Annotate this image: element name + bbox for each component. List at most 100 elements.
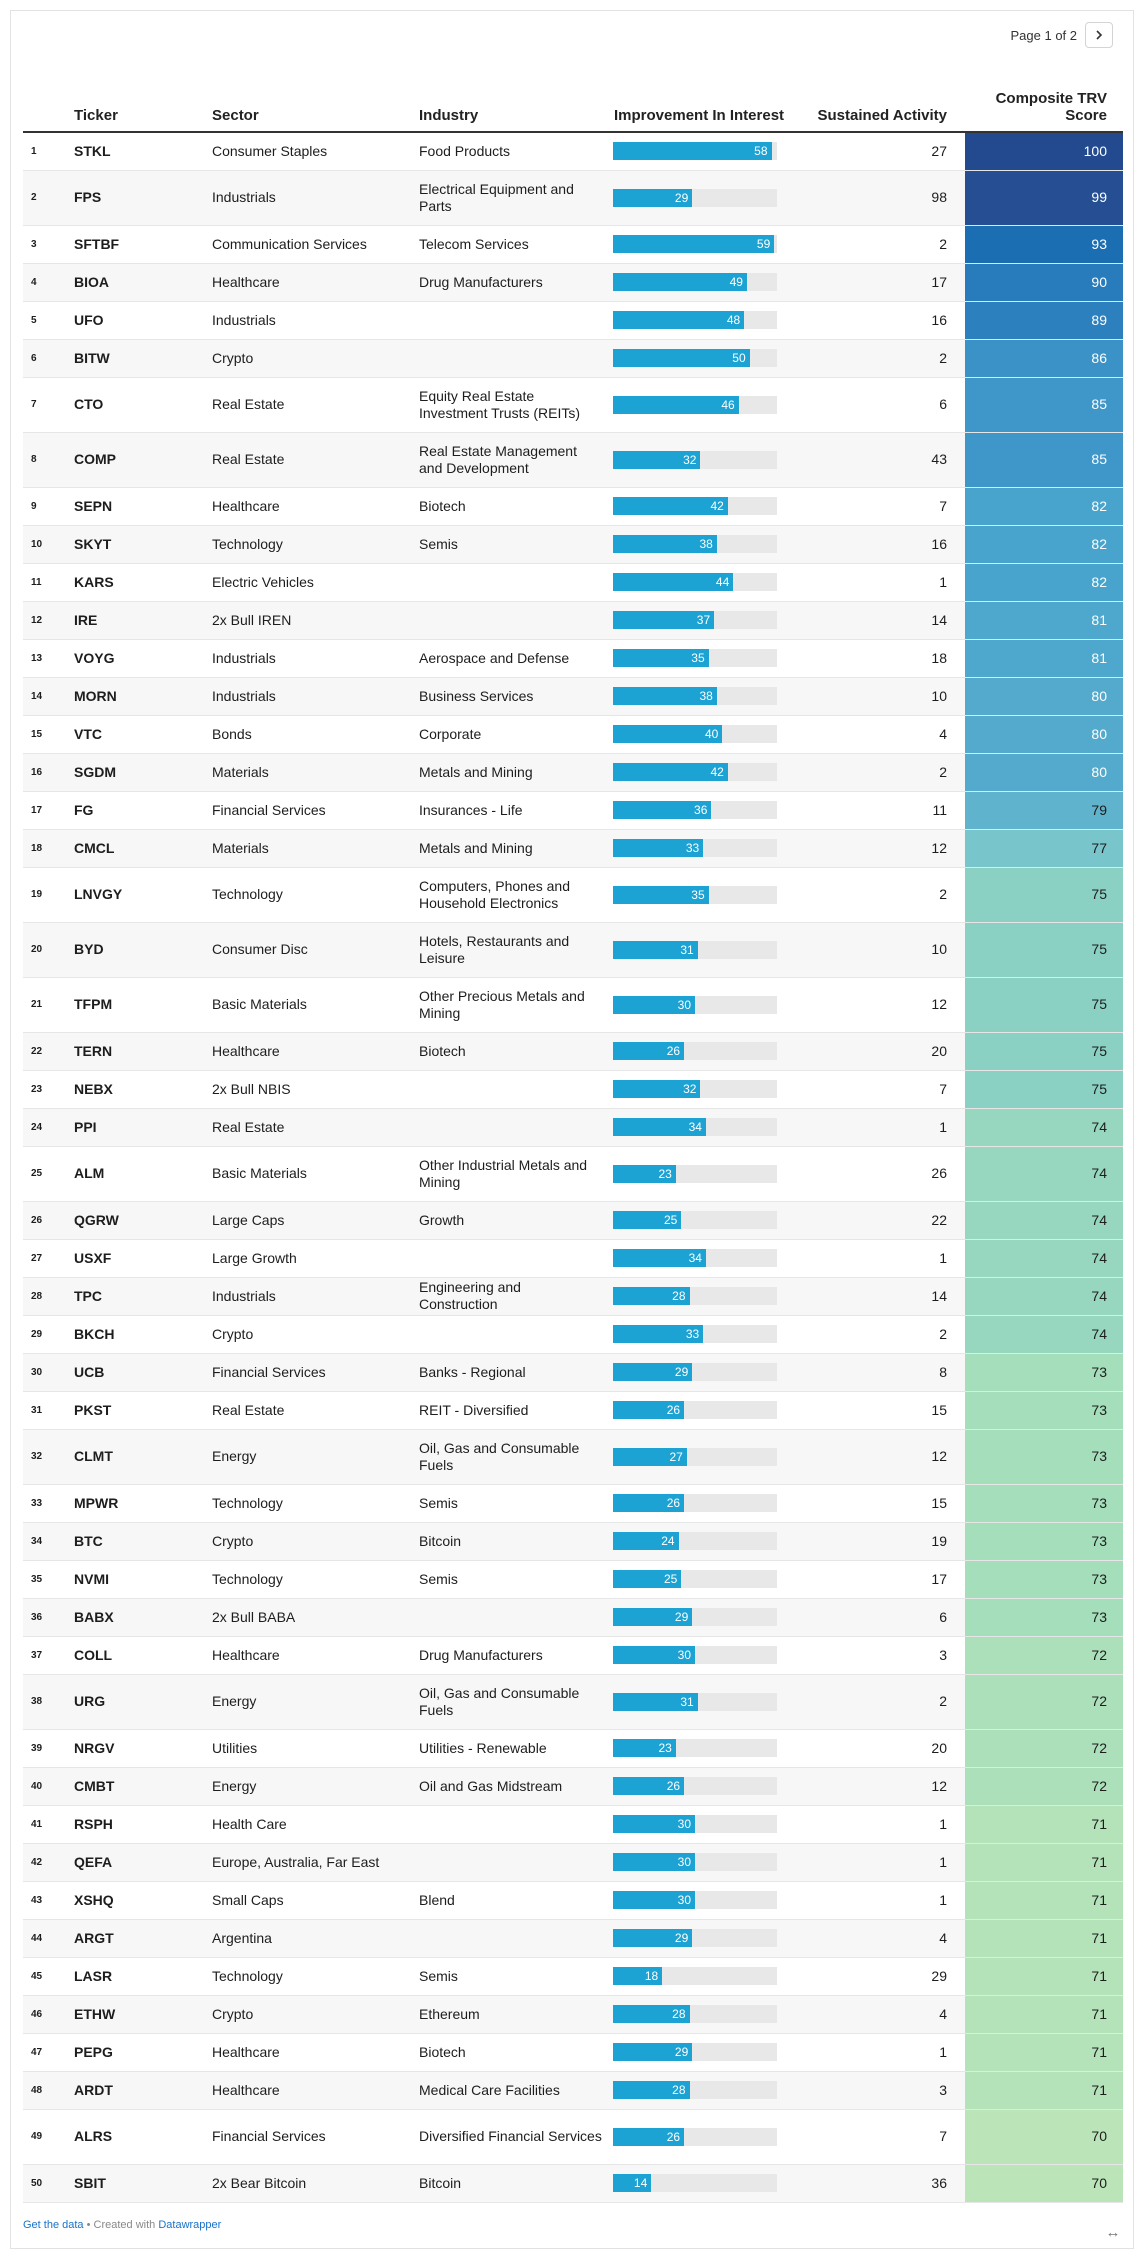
sustained-cell: 2 [939, 1325, 947, 1342]
industry-cell: Biotech [419, 497, 466, 514]
score-cell: 73 [965, 1484, 1123, 1522]
ticker-cell: PKST [74, 1401, 112, 1418]
improvement-value: 40 [704, 727, 719, 741]
improvement-value: 34 [688, 1251, 702, 1265]
improvement-value: 44 [715, 575, 730, 589]
sustained-cell: 17 [931, 273, 947, 290]
score-cell: 74 [965, 1277, 1123, 1315]
improvement-cell: 36 [608, 791, 796, 829]
col-header-score[interactable]: Composite TRV Score [965, 75, 1123, 133]
score-cell: 75 [965, 1070, 1123, 1108]
score-cell: 80 [965, 715, 1123, 753]
sector-cell: Consumer Staples [212, 142, 328, 159]
sustained-cell: 6 [939, 396, 947, 412]
score-cell: 86 [965, 339, 1123, 377]
improvement-bar: 42 [613, 763, 728, 781]
col-header-improvement[interactable]: Improvement In Interest [608, 75, 796, 133]
next-page-button[interactable] [1085, 22, 1113, 48]
sector-cell: Europe, Australia, Far East [212, 1853, 380, 1870]
sustained-cell: 12 [931, 1777, 947, 1794]
improvement-value: 28 [672, 2083, 686, 2097]
sector-cell: Electric Vehicles [212, 573, 314, 590]
sector-cell: Energy [212, 1448, 257, 1464]
col-header-ticker[interactable]: Ticker [68, 75, 206, 133]
rank-cell: 38 [31, 1696, 43, 1707]
ticker-cell: ALRS [74, 2128, 113, 2144]
improvement-bar: 28 [613, 2081, 690, 2099]
sustained-cell: 27 [931, 142, 947, 159]
improvement-value: 59 [756, 237, 771, 251]
industry-cell: Semis [419, 535, 458, 552]
score-cell: 74 [965, 1315, 1123, 1353]
col-header-rank[interactable] [23, 75, 68, 133]
expand-horizontal-icon[interactable]: ↔ [1105, 2223, 1121, 2241]
sustained-cell: 26 [931, 1165, 947, 1181]
sustained-cell: 12 [931, 839, 947, 856]
improvement-bar: 29 [613, 2043, 693, 2061]
score-cell: 80 [965, 753, 1123, 791]
industry-cell: Blend [419, 1891, 455, 1908]
score-cell: 71 [965, 1957, 1123, 1995]
sector-cell: 2x Bull BABA [212, 1608, 296, 1625]
ticker-cell: CMBT [74, 1777, 115, 1794]
improvement-cell: 23 [608, 1729, 796, 1767]
improvement-bar-track: 26 [613, 2127, 777, 2146]
improvement-bar-track: 29 [613, 1929, 777, 1947]
sustained-cell: 10 [931, 687, 947, 704]
col-header-sustained[interactable]: Sustained Activity [796, 75, 965, 133]
sector-cell: Financial Services [212, 1363, 326, 1380]
score-cell: 85 [965, 432, 1123, 487]
table-row: 14 MORN Industrials Business Services 38 10 80 [23, 677, 1123, 715]
table-row: 45 LASR Technology Semis 18 29 71 [23, 1957, 1123, 1995]
ticker-cell: LASR [74, 1967, 113, 1984]
sustained-cell: 14 [931, 1287, 947, 1304]
improvement-bar: 38 [613, 535, 717, 553]
improvement-bar: 29 [613, 1608, 693, 1626]
page-indicator: Page 1 of 2 [1010, 27, 1078, 43]
score-cell: 74 [965, 1146, 1123, 1201]
table-row: 28 TPC Industrials Engineering and Construc… [23, 1277, 1123, 1315]
improvement-cell: 37 [608, 601, 796, 639]
sustained-cell: 7 [939, 1080, 947, 1097]
ticker-cell: FPS [74, 189, 102, 205]
improvement-value: 42 [710, 765, 724, 779]
improvement-value: 26 [666, 1779, 681, 1793]
score-cell: 99 [965, 170, 1123, 225]
sustained-cell: 10 [931, 941, 947, 957]
col-header-sector[interactable]: Sector [206, 75, 413, 133]
sustained-cell: 1 [939, 1815, 947, 1832]
sustained-cell: 1 [939, 1891, 947, 1908]
improvement-bar-track: 36 [613, 801, 777, 819]
get-data-link[interactable]: Get the data [23, 2219, 84, 2231]
score-cell: 72 [965, 1674, 1123, 1729]
sector-cell: Healthcare [212, 273, 280, 290]
col-header-industry[interactable]: Industry [413, 75, 608, 133]
datawrapper-link[interactable]: Datawrapper [158, 2219, 222, 2231]
improvement-value: 35 [691, 651, 705, 665]
improvement-cell: 26 [608, 1391, 796, 1429]
industry-cell: Electrical Equipment and Parts [419, 180, 574, 214]
improvement-cell: 30 [608, 1881, 796, 1919]
sustained-cell: 8 [939, 1363, 947, 1380]
improvement-cell: 24 [608, 1522, 796, 1560]
improvement-bar-track: 18 [613, 1967, 777, 1985]
industry-cell: Biotech [419, 1042, 466, 1059]
rank-cell: 32 [31, 1451, 43, 1462]
improvement-bar-track: 30 [613, 1891, 777, 1909]
rank-cell: 3 [31, 238, 37, 250]
improvement-bar: 36 [613, 801, 712, 819]
table-row: 15 VTC Bonds Corporate 40 4 80 [23, 715, 1123, 753]
improvement-bar-track: 26 [613, 1401, 777, 1419]
improvement-bar: 30 [613, 1853, 695, 1871]
improvement-value: 31 [680, 1694, 694, 1709]
improvement-bar: 26 [613, 2127, 685, 2146]
improvement-cell: 28 [608, 2071, 796, 2109]
improvement-bar: 50 [613, 349, 750, 367]
improvement-value: 33 [685, 1327, 700, 1341]
improvement-value: 26 [666, 1044, 681, 1058]
rank-cell: 25 [31, 1168, 43, 1179]
ticker-cell: NEBX [74, 1080, 113, 1097]
ticker-cell: IRE [74, 611, 98, 628]
table-row: 20 BYD Consumer Disc Hotels, Restaurants an… [23, 922, 1123, 977]
improvement-bar: 30 [613, 995, 695, 1014]
